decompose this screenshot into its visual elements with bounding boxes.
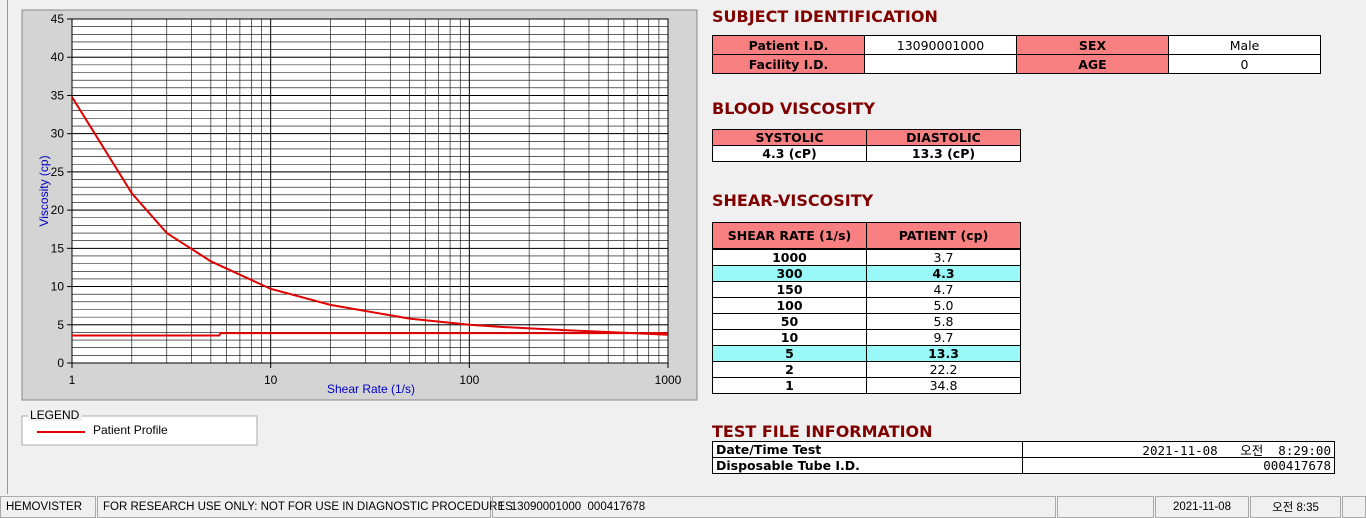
table-cell: 5.0	[866, 297, 1021, 314]
status-cell: 1 13090001000 000417678	[492, 496, 1056, 518]
y-tick-label: 5	[57, 318, 64, 332]
table-cell: 1	[712, 377, 867, 394]
y-axis-label: Viscosity (cp)	[37, 155, 51, 226]
subject-cell: Patient I.D.	[712, 35, 865, 55]
subject-cell: SEX	[1016, 35, 1169, 55]
table-cell: 1000	[712, 249, 867, 266]
table-cell: 10	[712, 329, 867, 346]
x-axis-label: Shear Rate (1/s)	[327, 382, 415, 396]
table-cell: 2	[712, 361, 867, 378]
legend-title: LEGEND	[30, 408, 80, 422]
table-cell: 50	[712, 313, 867, 330]
y-tick-label: 40	[51, 50, 65, 64]
subject-cell: Male	[1168, 35, 1321, 55]
table-cell: 13.3	[866, 345, 1021, 362]
section-title: BLOOD VISCOSITY	[712, 99, 876, 118]
legend-title-bg	[28, 409, 82, 421]
section-title: TEST FILE INFORMATION	[712, 422, 933, 441]
label-cell: Date/Time Test	[712, 441, 1023, 458]
status-cell-empty	[1057, 496, 1154, 518]
x-tick-label: 1	[69, 373, 76, 387]
header-cell: DIASTOLIC	[866, 129, 1021, 146]
legend-label: Patient Profile	[93, 423, 168, 437]
status-cell: 오전 8:35	[1250, 496, 1341, 518]
status-cell: 2021-11-08	[1155, 496, 1249, 518]
value-cell: 000417678	[1022, 457, 1335, 474]
value-cell: 13.3 (cP)	[866, 145, 1021, 162]
status-cell: HEMOVISTER	[0, 496, 96, 518]
y-tick-label: 15	[51, 241, 65, 255]
y-tick-label: 20	[51, 203, 65, 217]
y-tick-label: 0	[57, 356, 64, 370]
table-cell: 22.2	[866, 361, 1021, 378]
status-cell-empty	[1342, 496, 1366, 518]
x-tick-label: 10	[264, 373, 278, 387]
header-cell: SHEAR RATE (1/s)	[712, 222, 867, 249]
section-title: SHEAR-VISCOSITY	[712, 191, 874, 210]
y-tick-label: 10	[51, 280, 65, 294]
data-line	[71, 96, 669, 336]
subject-cell: Facility I.D.	[712, 54, 865, 74]
y-tick-label: 45	[51, 12, 65, 26]
empty-cell	[864, 54, 1017, 74]
label-cell: Disposable Tube I.D.	[712, 457, 1023, 474]
table-cell: 5.8	[866, 313, 1021, 330]
table-cell: 150	[712, 281, 867, 298]
value-cell: 2021-11-08 오전 8:29:00	[1022, 441, 1335, 458]
plot-area	[71, 18, 669, 364]
y-tick-label: 25	[51, 165, 65, 179]
subject-cell: AGE	[1016, 54, 1169, 74]
header-cell: PATIENT (cp)	[866, 222, 1021, 249]
table-cell: 4.7	[866, 281, 1021, 298]
x-tick-label: 1000	[655, 373, 682, 387]
frame-edge	[7, 0, 8, 494]
table-cell: 3.7	[866, 249, 1021, 266]
table-cell: 34.8	[866, 377, 1021, 394]
table-cell: 100	[712, 297, 867, 314]
section-title: SUBJECT IDENTIFICATION	[712, 7, 938, 26]
table-cell: 5	[712, 345, 867, 362]
table-cell: 9.7	[866, 329, 1021, 346]
x-tick-label: 100	[459, 373, 479, 387]
value-cell: 4.3 (cP)	[712, 145, 867, 162]
table-cell: 300	[712, 265, 867, 282]
status-cell: FOR RESEARCH USE ONLY: NOT FOR USE IN DI…	[97, 496, 513, 518]
header-cell: SYSTOLIC	[712, 129, 867, 146]
subject-cell: 0	[1168, 54, 1321, 74]
y-tick-label: 30	[51, 127, 65, 141]
chart: Shear Rate (1/s) Viscosity (cp) LEGEND 0…	[21, 9, 698, 446]
subject-cell: 13090001000	[864, 35, 1017, 55]
data-line	[72, 332, 668, 337]
y-tick-label: 35	[51, 88, 65, 102]
table-cell: 4.3	[866, 265, 1021, 282]
